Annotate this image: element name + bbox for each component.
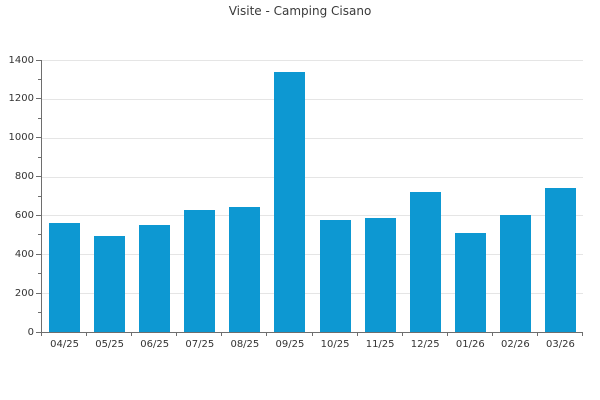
y-major-tick: [36, 176, 41, 178]
x-boundary-tick: [131, 332, 133, 336]
y-minor-tick: [38, 312, 41, 314]
bar-08/25: [229, 206, 261, 332]
y-tick-label: 1000: [8, 132, 34, 144]
gridline: [42, 254, 583, 256]
x-boundary-tick: [491, 332, 493, 336]
x-boundary-tick: [311, 332, 313, 336]
gridline: [42, 176, 583, 178]
y-minor-tick: [38, 273, 41, 275]
plot-area: 0 200 400 600 800 1000 1200 1400 04/25 05/25 06/2…: [9, 55, 583, 350]
x-tick-label: 06/25: [140, 339, 170, 350]
y-major-tick: [36, 98, 41, 100]
x-boundary-tick: [446, 332, 448, 336]
x-boundary-tick: [41, 332, 42, 336]
y-tick-label: 1200: [8, 93, 34, 105]
gridline: [42, 98, 583, 100]
x-boundary-tick: [356, 332, 358, 336]
x-tick-label: 07/25: [185, 339, 215, 350]
x-boundary-tick: [266, 332, 268, 336]
y-major-tick: [36, 137, 41, 139]
y-tick-label: 600: [14, 209, 34, 221]
y-tick-label: 400: [14, 248, 34, 260]
y-major-tick: [36, 214, 41, 216]
x-boundary-tick: [176, 332, 178, 336]
chart-title: Visite - Camping Cisano: [228, 4, 372, 18]
bar-10/25: [319, 220, 351, 332]
x-tick-label: 01/26: [455, 339, 485, 350]
y-tick-label: 200: [14, 287, 34, 299]
x-tick-label: 02/26: [500, 339, 530, 350]
x-tick-label: 04/25: [50, 339, 79, 350]
x-tick-label: 03/26: [546, 339, 575, 350]
y-tick-label: 0: [27, 326, 34, 338]
y-minor-tick: [38, 117, 41, 119]
bar-07/25: [184, 209, 216, 332]
gridline: [42, 293, 583, 295]
bar-03/26: [544, 188, 576, 332]
gridline: [42, 60, 583, 61]
y-tick-label: 1400: [8, 54, 34, 66]
y-minor-tick: [38, 234, 41, 236]
bar-06/25: [139, 225, 171, 332]
y-major-tick: [36, 331, 41, 333]
y-minor-tick: [38, 78, 41, 80]
x-tick-label: 08/25: [230, 339, 260, 350]
y-major-tick: [36, 59, 41, 61]
x-boundary-tick: [401, 332, 403, 336]
x-boundary-tick: [221, 332, 223, 336]
bar-04/25: [49, 223, 81, 332]
x-tick-label: 12/25: [410, 339, 440, 350]
gridline: [42, 215, 583, 217]
y-major-tick: [36, 292, 41, 294]
bar-11/25: [364, 218, 396, 332]
bar-09/25: [274, 71, 306, 332]
x-boundary-tick: [582, 332, 583, 336]
y-minor-tick: [38, 195, 41, 197]
bar-05/25: [94, 235, 126, 332]
x-tick-label: 09/25: [275, 339, 305, 350]
bar-12/25: [409, 192, 441, 332]
y-minor-tick: [38, 156, 41, 158]
gridline: [42, 137, 583, 139]
x-tick-label: 10/25: [320, 339, 350, 350]
x-boundary-tick: [536, 332, 538, 336]
x-boundary-tick: [86, 332, 88, 336]
bar-01/26: [454, 232, 486, 332]
y-major-tick: [36, 253, 41, 255]
y-tick-label: 800: [14, 171, 34, 183]
bar-02/26: [499, 215, 531, 332]
x-tick-label: 11/25: [365, 339, 395, 350]
x-tick-label: 05/25: [95, 339, 125, 350]
